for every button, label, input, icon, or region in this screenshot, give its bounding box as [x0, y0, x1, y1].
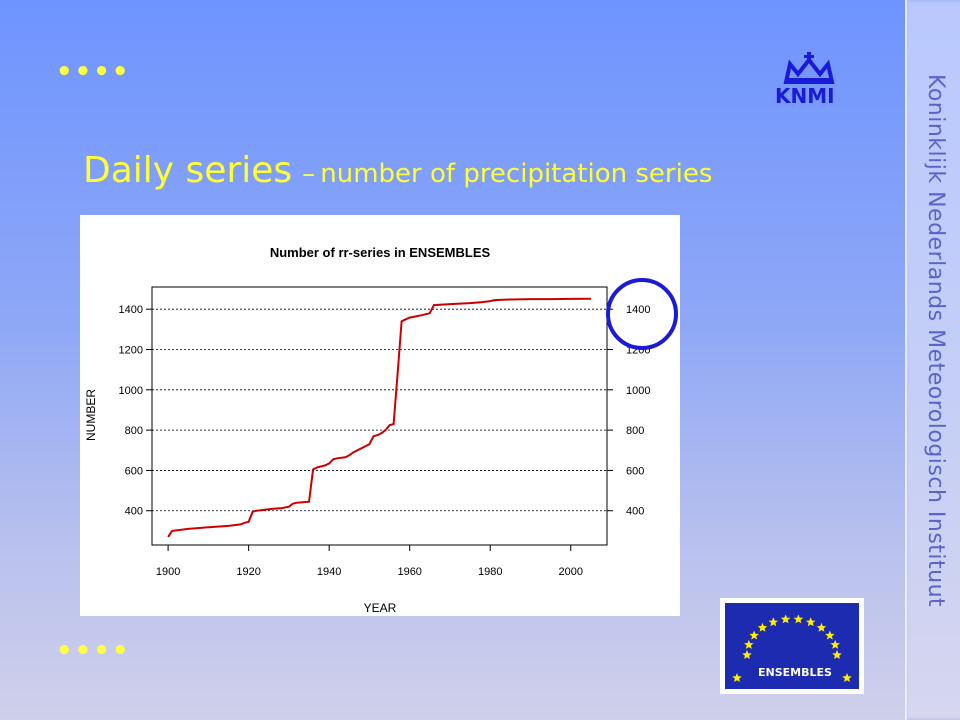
x-tick-label: 1940: [317, 566, 341, 578]
star-icon: [825, 630, 835, 640]
star-icon: [793, 614, 804, 624]
x-tick-label: 1980: [478, 566, 502, 578]
knmi-crown-icon: [783, 52, 835, 84]
star-icon: [768, 617, 779, 627]
ensembles-logo: ENSEMBLES: [720, 598, 864, 694]
right-y-tick-label: 600: [626, 465, 644, 477]
y-tick-label: 1200: [119, 344, 143, 356]
highlight-circle: [606, 278, 678, 350]
y-tick-label: 400: [125, 506, 143, 518]
title-sub: number of precipitation series: [320, 159, 713, 189]
y-axis-label: NUMBER: [84, 389, 98, 441]
y-tick-label: 600: [125, 465, 143, 477]
eu-flag: [725, 603, 859, 689]
ensembles-label: ENSEMBLES: [758, 666, 832, 679]
star-icon: [842, 673, 852, 682]
star-icon: [832, 650, 842, 659]
y-tick-label: 1000: [119, 385, 143, 397]
star-icon: [805, 617, 816, 627]
slide-title: Daily series – number of precipitation se…: [83, 150, 712, 191]
star-icon: [816, 622, 827, 632]
right-y-tick-label: 1000: [626, 385, 650, 397]
y-tick-label: 1400: [119, 304, 143, 316]
bullet-dots-bottom: ••••: [56, 636, 131, 666]
x-axis: 1900 1920 1940 1960 1980 2000: [156, 545, 583, 578]
series-line: [167, 297, 591, 538]
title-dash: –: [302, 159, 316, 189]
x-tick-label: 2000: [559, 566, 583, 578]
plot-frame: [151, 286, 608, 546]
star-ring-icon: [732, 614, 852, 682]
star-icon: [830, 639, 840, 649]
side-panel: [905, 0, 960, 720]
x-axis-label: YEAR: [364, 601, 397, 615]
star-icon: [749, 630, 759, 640]
knmi-logo-text: KNMI: [775, 84, 835, 108]
star-icon: [732, 673, 742, 682]
chart: Number of rr-series in ENSEMBLES 400 600 8…: [80, 215, 680, 616]
grid-lines: [152, 308, 607, 512]
star-icon: [780, 614, 791, 624]
star-icon: [757, 622, 768, 632]
star-icon: [744, 639, 754, 649]
sidebar-institute-name: Koninklijk Nederlands Meteorologisch Ins…: [923, 74, 948, 608]
left-axis: 400 600 800 1000 1200 1400: [119, 304, 152, 518]
x-tick-label: 1960: [397, 566, 421, 578]
right-y-tick-label: 800: [626, 425, 644, 437]
x-tick-label: 1900: [156, 566, 180, 578]
x-tick-label: 1920: [236, 566, 260, 578]
bullet-dots-top: ••••: [56, 57, 131, 87]
chart-title: Number of rr-series in ENSEMBLES: [270, 245, 491, 260]
right-y-tick-label: 400: [626, 506, 644, 518]
y-tick-label: 800: [125, 425, 143, 437]
star-icon: [742, 650, 752, 659]
title-main: Daily series: [83, 150, 293, 191]
